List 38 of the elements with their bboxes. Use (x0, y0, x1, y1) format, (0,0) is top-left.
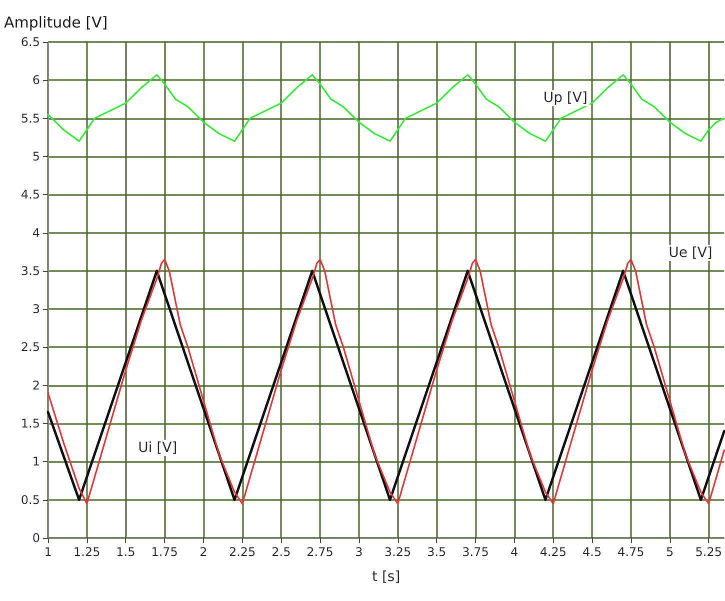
x-tick-label: 1 (44, 545, 52, 559)
y-tick-label: 0.5 (20, 492, 40, 507)
x-tick-label: 1.5 (116, 545, 136, 559)
y-tick-label: 1.5 (20, 416, 40, 431)
y-tick-label: 2.5 (20, 340, 40, 354)
x-tick-label: 5 (666, 545, 674, 559)
y-tick-label: 5 (32, 149, 40, 164)
y-tick-label: 4 (32, 226, 40, 240)
x-tick-label: 3.75 (462, 545, 489, 559)
y-axis-title: Amplitude [V] (4, 14, 108, 32)
x-tick-label: 3.5 (427, 545, 446, 559)
x-axis-title: t [s] (372, 569, 400, 585)
y-tick-label: 1 (32, 454, 40, 469)
x-tick-label: 4 (510, 545, 518, 559)
x-tick-label: 4.25 (540, 545, 567, 559)
line-series (47, 74, 725, 142)
y-tick-label: 0 (32, 531, 40, 545)
y-tick-label: 3 (32, 302, 40, 316)
y-tick-label: 3.5 (20, 264, 40, 278)
x-tick-label: 1.75 (151, 545, 178, 559)
text: Ui [V] (138, 440, 178, 456)
x-tick-label: 3 (355, 545, 363, 559)
x-tick-label: 2.5 (272, 545, 291, 559)
y-tick-label: 6 (32, 73, 40, 88)
text: Ue [V] (668, 244, 712, 261)
y-tick-label: 5.5 (20, 111, 40, 126)
y-tick-label: 6.5 (20, 35, 40, 49)
y-tick-label: 2 (32, 378, 40, 392)
y-tick-label: 4.5 (20, 188, 40, 202)
x-tick-label: 5.25 (695, 545, 722, 559)
series-label: Up [V] (543, 90, 588, 106)
x-tick-label: 2.75 (306, 545, 334, 559)
x-tick-label: 3.25 (384, 545, 412, 559)
x-tick-label: 2.25 (228, 545, 256, 559)
x-tick-label: 2 (200, 545, 208, 559)
x-tick-label: 1.25 (74, 545, 100, 559)
x-tick-label: 4.5 (582, 545, 602, 559)
x-tick-label: 4.75 (618, 545, 644, 559)
